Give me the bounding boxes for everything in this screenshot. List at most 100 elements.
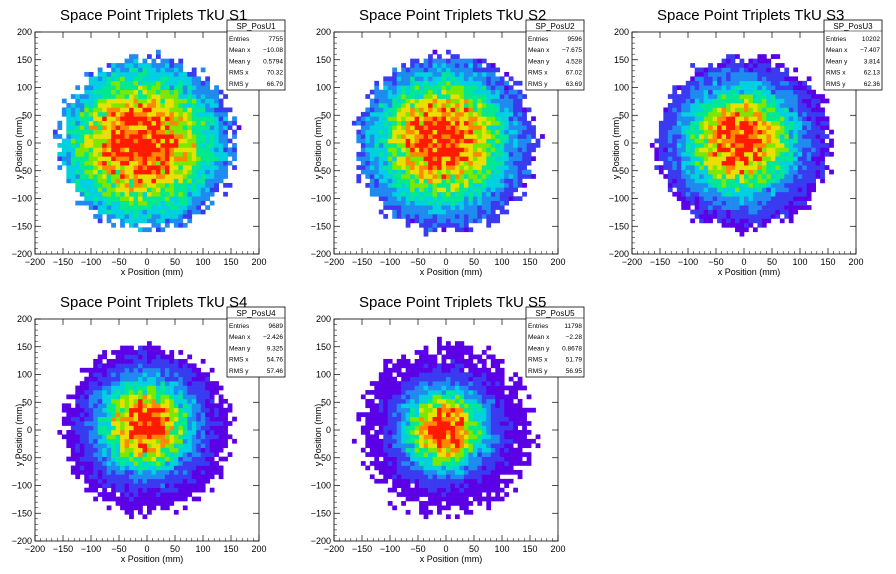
- heatmap-cell: [681, 107, 687, 113]
- heatmap-cell: [102, 492, 107, 497]
- heatmap-cell: [111, 165, 116, 170]
- heatmap-cell: [513, 111, 518, 117]
- heatmap-cell: [658, 165, 664, 170]
- heatmap-cell: [93, 385, 99, 391]
- heatmap-cell: [441, 116, 447, 122]
- heatmap-cell: [169, 394, 175, 400]
- heatmap-cell: [824, 147, 830, 153]
- heatmap-cell: [766, 107, 772, 113]
- heatmap-cell: [428, 196, 433, 202]
- heatmap-cell: [102, 191, 107, 197]
- heatmap-cell: [712, 98, 718, 104]
- heatmap-cell: [209, 111, 215, 117]
- heatmap-cell: [191, 394, 197, 400]
- heatmap-cell: [160, 501, 166, 506]
- heatmap-cell: [223, 111, 228, 117]
- heatmap-cell: [410, 178, 415, 184]
- heatmap-cell: [703, 214, 709, 219]
- heatmap-cell: [182, 487, 188, 493]
- x-tick-label: −150: [53, 257, 73, 267]
- heatmap-cell: [721, 200, 727, 206]
- heatmap-cell: [111, 390, 116, 395]
- heatmap-cell: [667, 103, 673, 108]
- heatmap-cell: [124, 350, 130, 355]
- heatmap-cell: [214, 169, 219, 175]
- heatmap-cell: [811, 156, 816, 162]
- heatmap-cell: [124, 483, 130, 489]
- heatmap-cell: [658, 134, 664, 139]
- heatmap-cell: [486, 156, 492, 162]
- heatmap-cell: [739, 129, 745, 135]
- heatmap-cell: [178, 107, 184, 113]
- heatmap-cell: [815, 103, 821, 108]
- heatmap-cell: [138, 354, 143, 360]
- heatmap-cell: [124, 496, 130, 502]
- heatmap-cell: [164, 191, 170, 197]
- heatmap-cell: [88, 103, 94, 108]
- heatmap-cell: [726, 187, 731, 193]
- heatmap-cell: [191, 465, 197, 471]
- heatmap-cell: [129, 421, 134, 426]
- heatmap-cell: [419, 111, 424, 117]
- heatmap-cell: [685, 120, 691, 126]
- heatmap-cell: [405, 187, 411, 193]
- heatmap-cell: [173, 398, 179, 404]
- heatmap-cell: [788, 138, 794, 144]
- heatmap-cell: [151, 196, 157, 202]
- heatmap-cell: [142, 478, 148, 484]
- heatmap-cell: [124, 487, 130, 493]
- heatmap-cell: [115, 376, 121, 382]
- heatmap-cell: [120, 143, 125, 148]
- heatmap-cell: [690, 178, 696, 184]
- heatmap-cell: [477, 169, 483, 175]
- heatmap-cell: [486, 125, 492, 130]
- heatmap-cell: [111, 143, 116, 148]
- heatmap-cell: [437, 98, 442, 104]
- heatmap-cell: [209, 151, 215, 157]
- x-tick-label: 200: [550, 257, 565, 267]
- heatmap-cell: [129, 200, 134, 206]
- heatmap-cell: [441, 160, 447, 166]
- heatmap-cell: [815, 111, 821, 117]
- heatmap-cell: [115, 469, 121, 475]
- heatmap-cell: [147, 496, 152, 502]
- stats-row-label: Mean y: [826, 58, 848, 65]
- heatmap-cell: [410, 76, 415, 82]
- heatmap-cell: [187, 363, 193, 369]
- heatmap-cell: [111, 80, 116, 86]
- heatmap-cell: [164, 165, 170, 170]
- heatmap-cell: [423, 178, 429, 184]
- heatmap-cell: [690, 147, 696, 153]
- heatmap-cell: [133, 483, 139, 489]
- heatmap-cell: [178, 120, 184, 126]
- x-tick-label: −50: [111, 257, 126, 267]
- heatmap-cell: [369, 111, 375, 117]
- heatmap-cell: [124, 120, 130, 126]
- heatmap-cell: [133, 430, 139, 435]
- heatmap-cell: [115, 425, 121, 431]
- heatmap-cell: [218, 103, 224, 108]
- heatmap-cell: [694, 76, 700, 82]
- heatmap-cell: [508, 182, 514, 188]
- heatmap-cell: [133, 385, 139, 391]
- heatmap-cell: [84, 147, 90, 153]
- heatmap-cell: [191, 156, 197, 162]
- heatmap-cell: [187, 416, 193, 422]
- heatmap-cell: [744, 165, 749, 170]
- heatmap-cell: [173, 483, 179, 489]
- heatmap-cell: [802, 85, 808, 91]
- heatmap-cell: [111, 138, 116, 144]
- heatmap-cell: [70, 129, 76, 135]
- heatmap-cell: [164, 430, 170, 435]
- heatmap-cell: [93, 200, 99, 206]
- heatmap-cell: [155, 469, 161, 475]
- heatmap-cell: [396, 165, 402, 170]
- heatmap-cell: [160, 63, 166, 68]
- heatmap-cell: [387, 103, 393, 108]
- heatmap-cell: [685, 196, 691, 202]
- heatmap-cell: [111, 438, 116, 444]
- heatmap-cell: [703, 151, 709, 157]
- heatmap-cell: [75, 465, 81, 471]
- heatmap-cell: [187, 376, 193, 382]
- heatmap-cell: [432, 160, 438, 166]
